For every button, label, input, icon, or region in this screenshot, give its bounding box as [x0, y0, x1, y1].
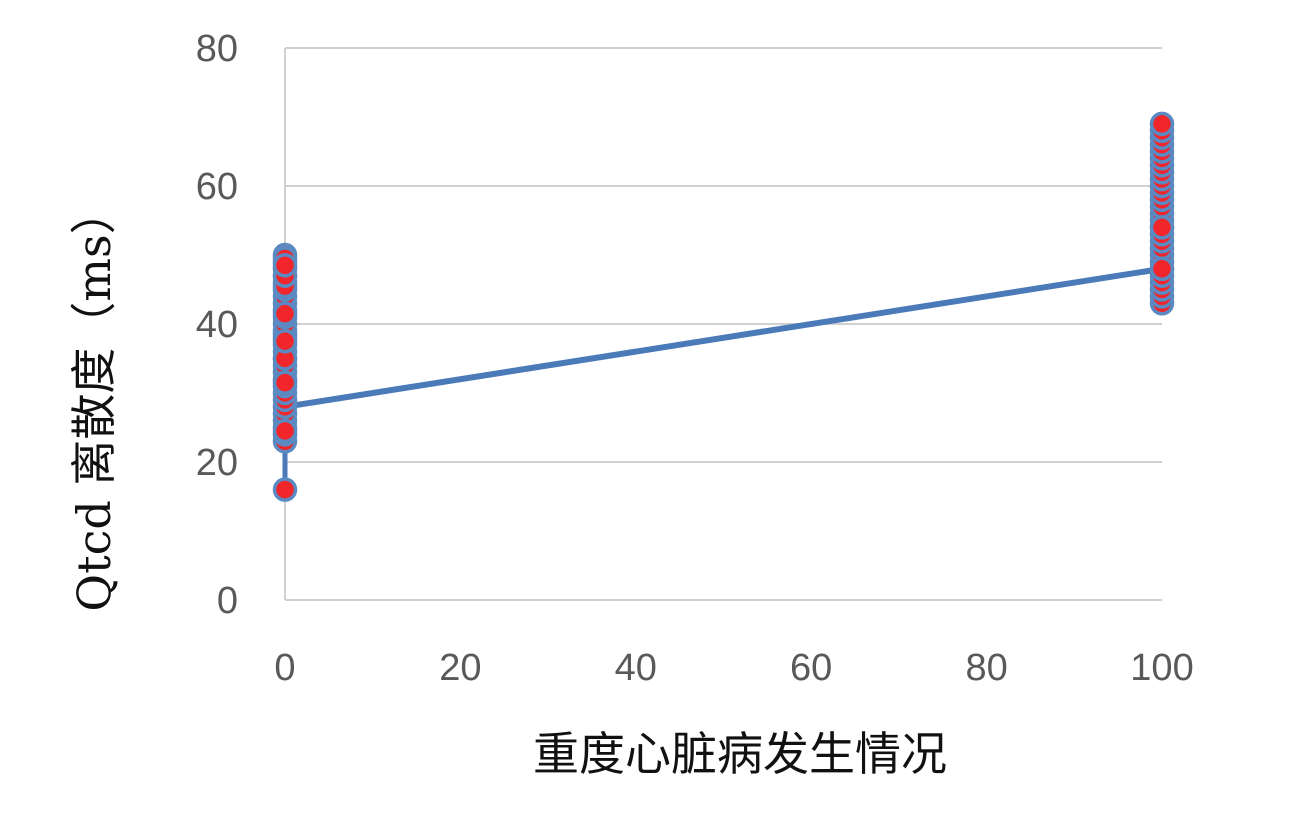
data-point [272, 329, 298, 354]
y-tick-label: 20 [196, 442, 238, 484]
data-points [272, 111, 1175, 502]
data-point [272, 418, 298, 444]
x-tick-label: 80 [965, 647, 1007, 689]
x-tick-label: 60 [790, 647, 832, 689]
x-tick-label: 20 [439, 647, 481, 689]
x-tick-label: 0 [274, 647, 295, 689]
x-axis-ticks: 0 20 40 60 80 100 [274, 647, 1193, 689]
y-tick-label: 60 [196, 166, 238, 208]
grid-lines [284, 47, 1162, 601]
trend-line [282, 265, 1165, 410]
data-point [272, 253, 298, 278]
x-tick-label: 100 [1130, 647, 1193, 689]
y-tick-label: 80 [196, 28, 238, 70]
trend-line-group [282, 265, 1165, 410]
data-point [1149, 111, 1175, 137]
y-axis-ticks: 0 20 40 60 80 [196, 28, 238, 622]
data-point [1149, 215, 1175, 240]
data-point [272, 477, 298, 502]
data-point [272, 301, 298, 326]
data-point [1149, 256, 1175, 282]
data-point [272, 370, 298, 395]
data-stems [282, 123, 1165, 490]
y-tick-label: 40 [196, 304, 238, 346]
y-axis-title: Qtcd 离散度（ms） [67, 188, 121, 611]
y-tick-label: 0 [217, 580, 238, 622]
x-tick-label: 40 [615, 647, 657, 689]
x-axis-title: 重度心脏病发生情况 [533, 727, 947, 781]
